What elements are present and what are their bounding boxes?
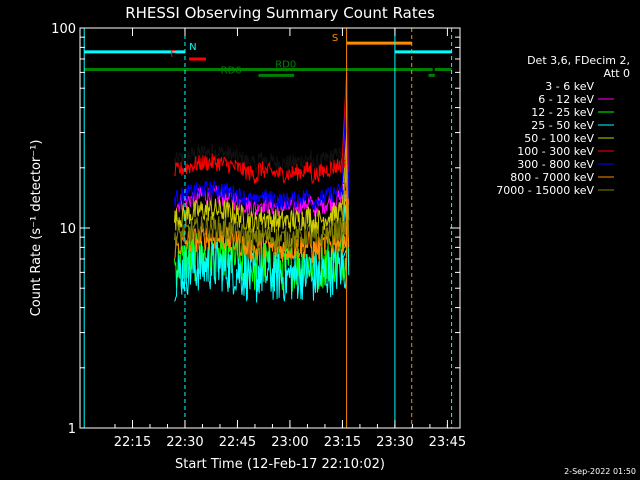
- legend-entry-2: 12 - 25 keV: [531, 106, 594, 119]
- chart-title: RHESSI Observing Summary Count Rates: [125, 4, 435, 22]
- legend-entry-1: 6 - 12 keV: [538, 93, 594, 106]
- series-line-8: [174, 142, 350, 252]
- x-tick-label-3: 23:00: [271, 435, 308, 450]
- series-line-3: [174, 161, 350, 303]
- y-tick-label-0: 1: [68, 422, 76, 437]
- x-tick-label-4: 23:15: [324, 435, 361, 450]
- flag-label-rd0: RD0: [275, 60, 296, 71]
- y-tick-label-2: 100: [51, 22, 76, 37]
- generation-timestamp: 2-Sep-2022 01:50: [564, 467, 636, 476]
- flag-label-f: F: [170, 49, 176, 60]
- series-line-0: [174, 72, 350, 174]
- legend-entry-5: 100 - 300 keV: [517, 145, 594, 158]
- y-axis-label: Count Rate (s⁻¹ detector⁻¹): [29, 140, 44, 317]
- series-line-4: [174, 133, 350, 236]
- flag-label-rd6: RD6: [221, 65, 242, 76]
- x-tick-label-0: 22:15: [114, 435, 151, 450]
- data-series-layer: [174, 72, 350, 303]
- series-line-5: [174, 72, 350, 185]
- legend-header-line-1: Det 3,6, FDecim 2,: [527, 54, 630, 67]
- flag-bars-layer: N F RD0 RD6 S: [84, 33, 452, 77]
- x-tick-label-1: 22:30: [166, 435, 203, 450]
- legend-entry-7: 800 - 7000 keV: [510, 171, 594, 184]
- y-tick-label-1: 10: [59, 222, 76, 237]
- legend-header-line-2: Att 0: [604, 67, 630, 80]
- x-axis-label: Start Time (12-Feb-17 22:10:02): [175, 457, 385, 472]
- flag-label-n: N: [189, 42, 196, 53]
- flag-label-s: S: [332, 33, 338, 44]
- x-tick-label-6: 23:45: [429, 435, 466, 450]
- axis-ticks-layer: 22:15 22:30 22:45 23:00 23:15 23:30 23:45 1 10 10…: [51, 22, 466, 450]
- legend-entry-3: 25 - 50 keV: [531, 119, 594, 132]
- legend-entry-6: 300 - 800 keV: [517, 158, 594, 171]
- legend-entry-0: 3 - 6 keV: [545, 80, 594, 93]
- x-tick-label-5: 23:30: [376, 435, 413, 450]
- legend-entry-8: 7000 - 15000 keV: [496, 184, 594, 197]
- series-line-6: [174, 83, 350, 211]
- x-tick-label-2: 22:45: [219, 435, 256, 450]
- legend-entry-4: 50 - 100 keV: [524, 132, 594, 145]
